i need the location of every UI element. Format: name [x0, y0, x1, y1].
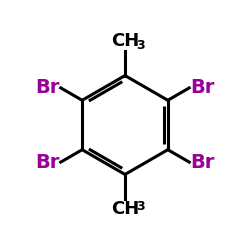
- Text: Br: Br: [190, 78, 215, 98]
- Text: CH: CH: [111, 32, 139, 50]
- Text: 3: 3: [136, 39, 145, 52]
- Text: 3: 3: [136, 200, 145, 213]
- Text: Br: Br: [190, 152, 215, 172]
- Text: CH: CH: [111, 200, 139, 218]
- Text: Br: Br: [35, 78, 60, 98]
- Text: Br: Br: [35, 152, 60, 172]
